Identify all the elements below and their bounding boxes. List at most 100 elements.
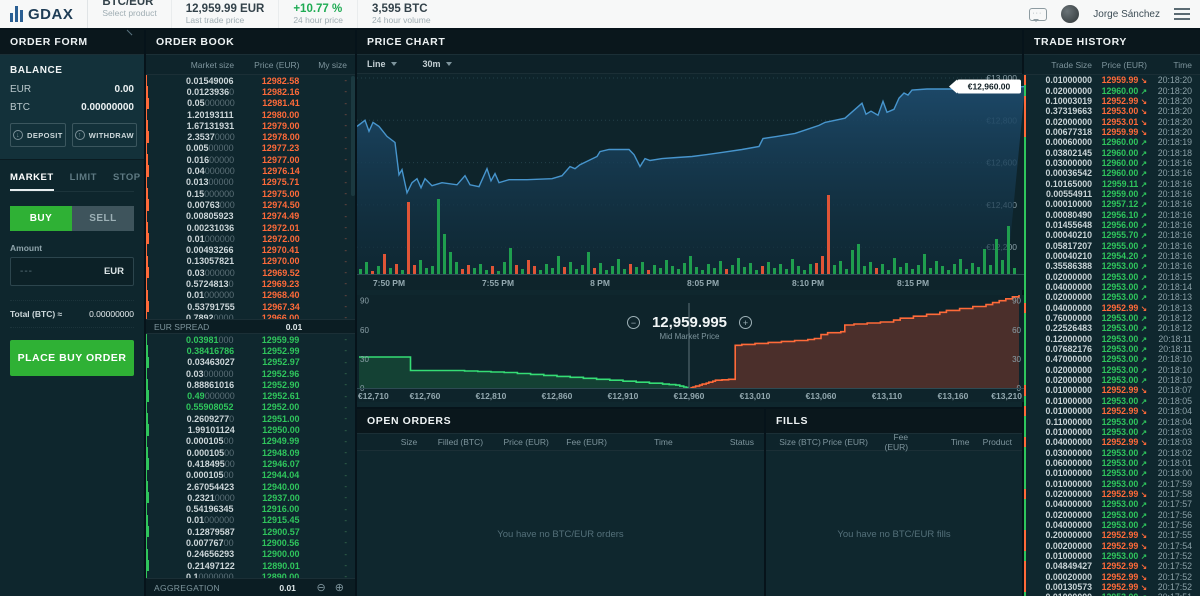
order-book-row[interactable]: 2.3537000012978.00- bbox=[146, 131, 355, 142]
order-book-row[interactable]: 0.0023103612972.01- bbox=[146, 222, 355, 233]
amount-input[interactable]: --- EUR bbox=[10, 257, 134, 286]
order-book-row[interactable]: 0.0400000012976.14- bbox=[146, 165, 355, 176]
order-book-row[interactable]: 0.0154900612982.58- bbox=[146, 75, 355, 86]
order-book-row[interactable]: 1.9910112412950.00- bbox=[146, 424, 355, 435]
chart-interval-dropdown[interactable]: 30m bbox=[423, 59, 452, 69]
trade-history-row: 0.1000301912952.99 ↘20:18:20 bbox=[1024, 96, 1200, 106]
buy-toggle[interactable]: BUY bbox=[10, 206, 72, 231]
order-book-row[interactable]: 0.0123936012982.16- bbox=[146, 86, 355, 97]
order-book-row[interactable]: 0.0076300012974.50- bbox=[146, 199, 355, 210]
chart-type-dropdown[interactable]: Line bbox=[367, 59, 397, 69]
tab-market[interactable]: MARKET bbox=[10, 172, 54, 191]
trade-time: 20:18:10 bbox=[1147, 365, 1192, 375]
order-book-row[interactable]: 0.2609277012951.00- bbox=[146, 413, 355, 424]
order-book-row[interactable]: 0.5419634512916.00- bbox=[146, 503, 355, 514]
order-size: 0.00805923 bbox=[153, 211, 234, 221]
order-book-row[interactable]: 0.0500000012981.41- bbox=[146, 98, 355, 109]
user-name[interactable]: Jorge Sánchez bbox=[1093, 9, 1160, 20]
my-size: - bbox=[300, 414, 348, 423]
trade-size: 0.00040210 bbox=[1032, 230, 1092, 240]
aggregation-decrease-icon[interactable]: ⊖ bbox=[317, 582, 329, 594]
order-book-row[interactable]: 1.2019311112980.00- bbox=[146, 109, 355, 120]
trade-history-row: 0.0020000012952.99 ↘20:17:54 bbox=[1024, 540, 1200, 550]
trade-history-row: 0.4700000012953.00 ↗20:18:10 bbox=[1024, 354, 1200, 364]
total-label: Total (BTC) ≈ bbox=[10, 309, 62, 319]
order-book-row[interactable]: 0.2465629312900.00- bbox=[146, 549, 355, 560]
deposit-button[interactable]: ↓ DEPOSIT bbox=[10, 123, 66, 147]
order-book-row[interactable]: 0.0001050012949.99- bbox=[146, 436, 355, 447]
trade-time: 20:17:52 bbox=[1147, 572, 1192, 582]
order-book-row[interactable]: 0.1287958712900.57- bbox=[146, 526, 355, 537]
trade-price: 12953.01 ↘ bbox=[1092, 117, 1147, 127]
trade-history-row: 0.0100000012952.99 ↘20:18:04 bbox=[1024, 406, 1200, 416]
order-book-row[interactable]: 0.8886101612952.90- bbox=[146, 379, 355, 390]
tab-stop[interactable]: STOP bbox=[113, 172, 141, 191]
eur-balance-value: 0.00 bbox=[115, 84, 134, 95]
order-book-row[interactable]: 0.0300000012969.52- bbox=[146, 267, 355, 278]
gdax-logo[interactable]: GDAX bbox=[10, 0, 88, 28]
order-book-row[interactable]: 0.0050000012977.23- bbox=[146, 143, 355, 154]
order-book-row[interactable]: 0.3841678612952.99- bbox=[146, 345, 355, 356]
menu-icon[interactable] bbox=[1174, 8, 1190, 20]
trade-size: 0.00040210 bbox=[1032, 251, 1092, 261]
order-book-row[interactable]: 0.0398100012959.99- bbox=[146, 334, 355, 345]
order-book-row[interactable]: 0.0300000012952.96- bbox=[146, 368, 355, 379]
my-size: - bbox=[299, 335, 347, 344]
top-header: GDAX BTC/EUR Select product 12,959.99 EU… bbox=[0, 0, 1200, 30]
order-book-row[interactable]: 0.0049326612970.41- bbox=[146, 244, 355, 255]
place-buy-order-button[interactable]: PLACE BUY ORDER bbox=[10, 340, 134, 376]
order-book-row[interactable]: 0.0100000012915.45- bbox=[146, 515, 355, 526]
trade-size: 0.06000000 bbox=[1032, 458, 1092, 468]
order-book-row[interactable]: 0.0130000012975.71- bbox=[146, 177, 355, 188]
order-book-row[interactable]: 0.0346302712952.97- bbox=[146, 357, 355, 368]
order-book-scrollbar[interactable] bbox=[351, 76, 355, 196]
order-book-row[interactable]: 0.0080592312974.49- bbox=[146, 211, 355, 222]
mid-price-decrease-icon[interactable]: − bbox=[627, 316, 640, 329]
order-book-row[interactable]: 0.5724813012969.23- bbox=[146, 278, 355, 289]
order-book-row[interactable]: 0.2321000012937.00- bbox=[146, 492, 355, 503]
order-book-row[interactable]: 0.0077670012900.56- bbox=[146, 537, 355, 548]
product-selector[interactable]: BTC/EUR Select product bbox=[88, 0, 171, 28]
chat-icon[interactable]: ··· bbox=[1029, 8, 1047, 21]
mid-price-increase-icon[interactable]: + bbox=[739, 316, 752, 329]
trade-price: 12952.99 ↘ bbox=[1092, 530, 1147, 540]
column-header: Size (BTC) bbox=[776, 437, 821, 447]
trade-history-row: 0.0100000012953.00 ↗20:18:05 bbox=[1024, 396, 1200, 406]
trade-time: 20:17:52 bbox=[1147, 561, 1192, 571]
order-book-row[interactable]: 2.6705442312940.00- bbox=[146, 481, 355, 492]
dropdown-arrow-icon bbox=[446, 62, 452, 66]
order-book-row[interactable]: 0.0160000012977.00- bbox=[146, 154, 355, 165]
trade-size: 0.07682176 bbox=[1032, 344, 1092, 354]
order-book-row[interactable]: 0.1305782112970.00- bbox=[146, 256, 355, 267]
order-book-row[interactable]: 0.7892000012966.00- bbox=[146, 312, 355, 319]
trade-size: 0.04000000 bbox=[1032, 520, 1092, 530]
order-book-row[interactable]: 0.0001050012944.04- bbox=[146, 470, 355, 481]
order-book-row[interactable]: 0.0100000012968.40- bbox=[146, 290, 355, 301]
order-book-row[interactable]: 0.4900000012952.61- bbox=[146, 390, 355, 401]
order-book-row[interactable]: 0.1000000012890.00- bbox=[146, 571, 355, 578]
order-book-row[interactable]: 0.0100000012972.00- bbox=[146, 233, 355, 244]
trade-size: 0.02000000 bbox=[1032, 117, 1092, 127]
order-book-row[interactable]: 1.6713193112979.00- bbox=[146, 120, 355, 131]
tab-limit[interactable]: LIMIT bbox=[70, 172, 97, 191]
aggregation-increase-icon[interactable]: ⊕ bbox=[335, 582, 347, 594]
order-book-row[interactable]: 0.0001050012948.09- bbox=[146, 447, 355, 458]
trade-size: 0.02000000 bbox=[1032, 365, 1092, 375]
sell-toggle[interactable]: SELL bbox=[72, 206, 134, 231]
order-book-row[interactable]: 0.4184950012946.07- bbox=[146, 458, 355, 469]
amount-currency: EUR bbox=[104, 266, 124, 277]
my-size: - bbox=[299, 144, 347, 153]
trade-history-row: 0.0013057312952.99 ↘20:17:52 bbox=[1024, 582, 1200, 592]
order-book-row[interactable]: 0.1500000012975.00- bbox=[146, 188, 355, 199]
order-book-row[interactable]: 0.2149712212890.01- bbox=[146, 560, 355, 571]
my-size: - bbox=[299, 369, 347, 378]
avatar[interactable] bbox=[1061, 5, 1079, 23]
withdraw-button[interactable]: ↑ WITHDRAW bbox=[72, 123, 137, 147]
my-size: - bbox=[300, 448, 348, 457]
order-book-row[interactable]: 0.5379175512967.34- bbox=[146, 301, 355, 312]
order-book-row[interactable]: 0.5590805212952.00- bbox=[146, 402, 355, 413]
order-size: 0.49000000 bbox=[155, 391, 235, 401]
trade-history-title: TRADE HISTORY bbox=[1024, 30, 1200, 55]
mid-market-price: 12,959.995 bbox=[652, 314, 727, 331]
chart-area[interactable]: €13,000€12,800€12,600€12,400€12,2007:50 … bbox=[357, 74, 1022, 407]
